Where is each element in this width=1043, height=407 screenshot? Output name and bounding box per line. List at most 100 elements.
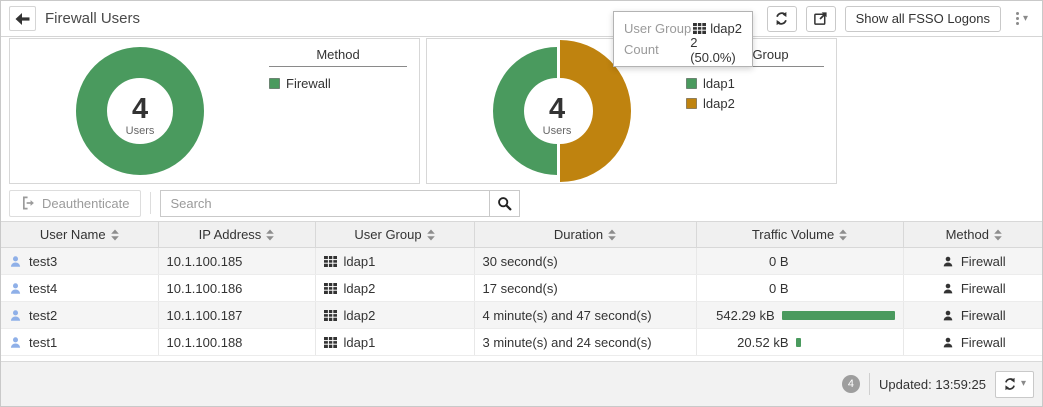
- user-group: ldap1: [343, 334, 376, 350]
- user-group: ldap2: [343, 307, 376, 323]
- user-icon: [10, 282, 21, 294]
- legend-item-ldap2[interactable]: ldap2: [686, 96, 824, 111]
- method: Firewall: [960, 307, 1006, 323]
- user-group-center-value: 4: [548, 93, 564, 125]
- method-cell: Firewall: [903, 328, 1042, 356]
- user-group-icon: [323, 255, 337, 267]
- traffic-value: 542.29 kB: [716, 307, 775, 323]
- user-group: ldap2: [343, 280, 376, 296]
- traffic-value: 0 B: [768, 253, 789, 269]
- sort-icon: [110, 229, 119, 240]
- ip-address-cell: 10.1.100.188: [158, 328, 316, 356]
- refresh-icon: [776, 11, 787, 26]
- method: Firewall: [960, 280, 1006, 296]
- column-header-method[interactable]: Method: [902, 221, 1042, 248]
- sort-icon: [839, 229, 847, 240]
- tooltip-label: User Group: [624, 21, 692, 36]
- column-header-ip-address[interactable]: IP Address: [157, 221, 316, 248]
- search-button[interactable]: [490, 189, 521, 217]
- user-name-cell: test1: [1, 328, 159, 356]
- user-name-cell: test2: [1, 301, 159, 329]
- person-icon: [943, 283, 953, 293]
- user-group-center-label: Users: [542, 125, 571, 137]
- table-row[interactable]: test1 10.1.100.188 ldap1 3 minute(s) and 24…: [1, 328, 1042, 356]
- legend-item-ldap1[interactable]: ldap1: [686, 76, 824, 91]
- search-icon: [498, 196, 512, 210]
- method-chart-panel: 4 Users Method Firewall: [9, 38, 420, 184]
- kebab-icon: [1015, 12, 1019, 25]
- search-input[interactable]: [160, 189, 491, 217]
- chevron-down-icon: ▾: [1020, 378, 1026, 389]
- user-group-donut-chart[interactable]: 4 Users: [427, 39, 686, 183]
- more-options-menu[interactable]: ▾: [1010, 12, 1034, 25]
- sort-icon: [426, 229, 435, 240]
- method-cell: Firewall: [903, 247, 1042, 275]
- tooltip-row-count: Count 2 (50.0%): [624, 35, 742, 65]
- open-in-new-window-button[interactable]: [805, 5, 836, 32]
- column-header-traffic-volume[interactable]: Traffic Volume: [695, 221, 904, 248]
- user-group-chart-panel: 4 Users User Group ldap1 ldap2: [426, 38, 837, 184]
- column-header-user-group[interactable]: User Group: [314, 221, 475, 248]
- external-link-icon: [814, 12, 827, 25]
- user-name: test4: [29, 280, 58, 296]
- method-cell: Firewall: [903, 301, 1042, 329]
- legend-item-firewall[interactable]: Firewall: [269, 76, 407, 91]
- method-donut-chart[interactable]: 4 Users: [10, 39, 269, 183]
- user-group-donut-svg: 4 Users: [492, 40, 631, 182]
- search-box: [160, 189, 521, 217]
- person-icon: [943, 337, 953, 347]
- sort-icon: [608, 229, 616, 240]
- status-bar: 4 Updated: 13:59:25 ▾: [1, 361, 1042, 406]
- person-icon: [943, 310, 953, 320]
- table-toolbar: Deauthenticate: [9, 189, 1034, 217]
- back-arrow-icon: [15, 12, 30, 25]
- back-button[interactable]: [9, 6, 36, 31]
- person-icon: [943, 256, 953, 266]
- duration-cell: 30 second(s): [474, 247, 697, 275]
- method-slice-firewall[interactable]: [75, 47, 204, 175]
- method-center-label: Users: [125, 125, 154, 137]
- sort-icon: [994, 229, 1002, 240]
- user-group-icon: [323, 336, 337, 348]
- table-row[interactable]: test4 10.1.100.186 ldap2 17 second(s) 0 B Fir…: [1, 274, 1042, 302]
- tooltip-label: Count: [624, 42, 659, 57]
- user-name: test1: [29, 334, 58, 350]
- user-group-slice-ldap1[interactable]: [492, 47, 557, 175]
- chart-tooltip: User Group ldap2 Count 2 (50.0%): [613, 11, 753, 67]
- legend-swatch-ldap2: [686, 98, 697, 109]
- traffic-volume-cell: 542.29 kB: [696, 301, 904, 329]
- logout-icon: [22, 196, 34, 210]
- method-legend-title: Method: [269, 47, 407, 67]
- duration-cell: 4 minute(s) and 47 second(s): [474, 301, 697, 329]
- refresh-button[interactable]: [766, 5, 797, 32]
- user-group-cell: ldap2: [315, 274, 475, 302]
- table-row[interactable]: test2 10.1.100.187 ldap2 4 minute(s) and 47…: [1, 301, 1042, 329]
- user-name: test2: [29, 307, 58, 323]
- method: Firewall: [960, 334, 1006, 350]
- method-donut-svg: 4 Users: [75, 47, 204, 175]
- duration-cell: 3 minute(s) and 24 second(s): [474, 328, 697, 356]
- updated-timestamp: Updated: 13:59:25: [878, 376, 986, 392]
- table-row[interactable]: test3 10.1.100.185 ldap1 30 second(s) 0 B Fir…: [1, 247, 1042, 275]
- user-icon: [10, 255, 21, 267]
- method-center-value: 4: [131, 93, 147, 125]
- user-group-slice-ldap2[interactable]: [559, 40, 631, 182]
- chevron-down-icon: ▾: [1022, 12, 1028, 24]
- legend-label-firewall: Firewall: [286, 76, 331, 91]
- auto-refresh-button[interactable]: ▾: [994, 370, 1034, 398]
- user-group: ldap1: [343, 253, 376, 269]
- legend-swatch-firewall: [269, 78, 280, 89]
- user-name-cell: test4: [1, 274, 159, 302]
- tooltip-row-user-group: User Group ldap2: [624, 18, 742, 39]
- user-name: test3: [29, 253, 58, 269]
- duration-cell: 17 second(s): [474, 274, 697, 302]
- method: Firewall: [960, 253, 1006, 269]
- deauthenticate-button[interactable]: Deauthenticate: [9, 189, 142, 217]
- charts-row: 4 Users Method Firewall 4: [9, 38, 1034, 184]
- column-header-duration[interactable]: Duration: [473, 221, 697, 248]
- show-all-fsso-logons-button[interactable]: Show all FSSO Logons: [844, 5, 1001, 32]
- user-group-cell: ldap1: [315, 328, 475, 356]
- method-legend: Method Firewall: [269, 39, 419, 183]
- column-header-user-name[interactable]: User Name: [1, 221, 159, 248]
- user-name-cell: test3: [1, 247, 159, 275]
